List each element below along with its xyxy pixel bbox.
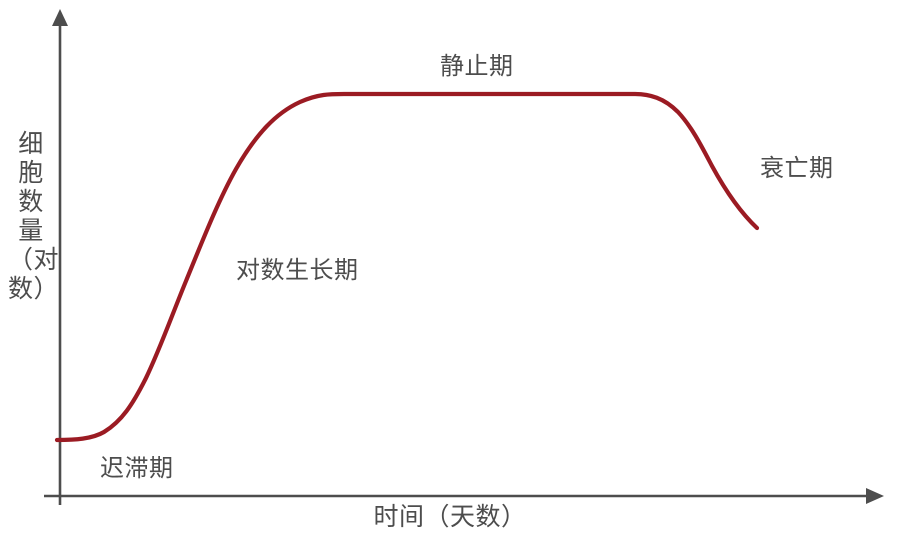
- y-axis-title: 细胞数量（对数）: [8, 130, 60, 303]
- phase-label-log-growth: 对数生长期: [236, 257, 359, 284]
- x-axis-arrowhead: [866, 488, 884, 504]
- growth-curve-line: [54, 91, 760, 443]
- y-axis-arrowhead: [52, 9, 68, 26]
- x-axis-title: 时间（天数）: [373, 503, 527, 531]
- phase-label-stationary: 静止期: [440, 53, 514, 80]
- phase-label-lag: 迟滞期: [100, 455, 174, 482]
- phase-label-death: 衰亡期: [760, 155, 834, 182]
